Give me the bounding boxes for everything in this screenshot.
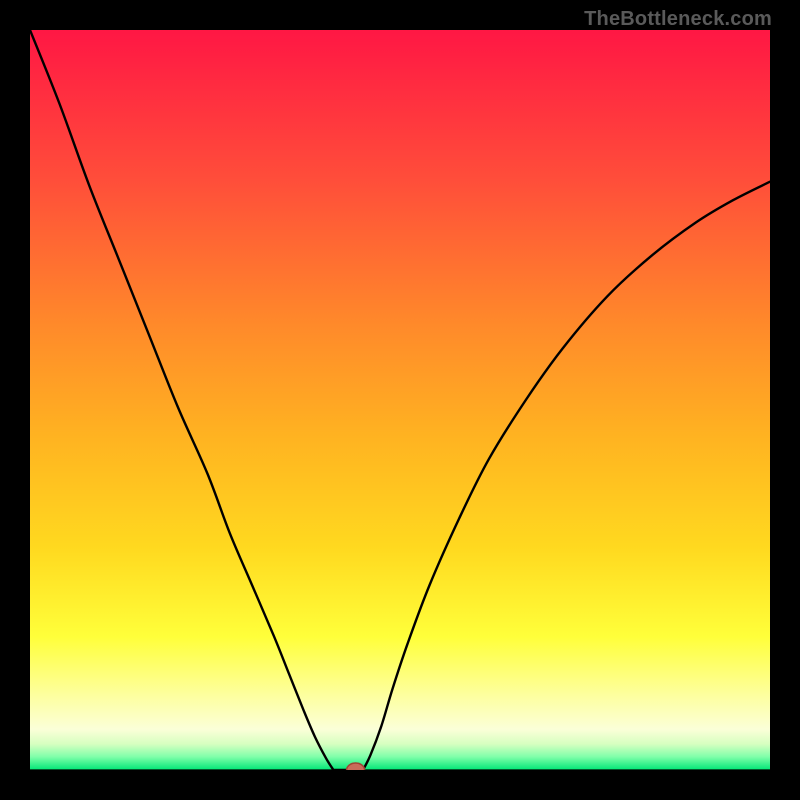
watermark-text: TheBottleneck.com bbox=[584, 8, 772, 31]
plot-background bbox=[30, 30, 770, 770]
chart-frame: TheBottleneck.com bbox=[0, 0, 800, 800]
plot-svg bbox=[30, 30, 770, 770]
plot-area bbox=[30, 30, 770, 770]
